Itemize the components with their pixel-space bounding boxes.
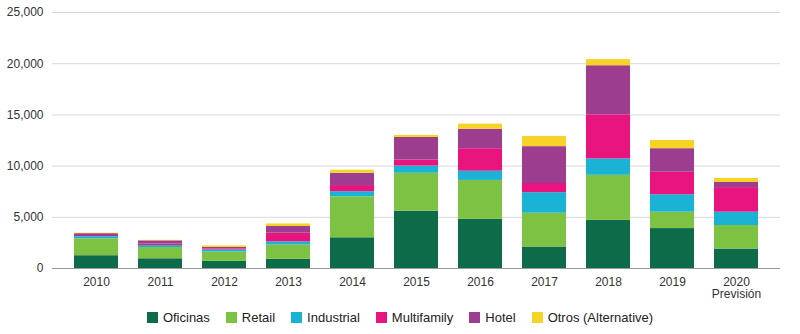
svg-text:10,000: 10,000 [7, 159, 44, 173]
html-text:Oficinas: Oficinas [162, 309, 210, 325]
svg-text:2012: 2012 [211, 275, 238, 289]
svg-text:2016: 2016 [467, 275, 494, 289]
svg-text:2018: 2018 [595, 275, 622, 289]
svg-text:2020Previsión: 2020Previsión [712, 275, 761, 301]
html-text:Retail: Retail [241, 309, 276, 325]
svg-text:20,000: 20,000 [7, 57, 44, 71]
svg-text:25,000: 25,000 [7, 5, 44, 19]
svg-text:2010: 2010 [83, 275, 110, 289]
svg-text:5,000: 5,000 [13, 210, 43, 224]
html-text:Multifamily: Multifamily [391, 309, 454, 325]
svg-text:2011: 2011 [148, 275, 174, 289]
svg-text:2013: 2013 [275, 275, 302, 289]
html-text:Hotel: Hotel [485, 309, 516, 325]
html-text:Otros (Alternative): Otros (Alternative) [547, 309, 654, 325]
svg-text:0: 0 [37, 261, 44, 275]
svg-text:2019: 2019 [659, 275, 686, 289]
svg-text:2014: 2014 [339, 275, 366, 289]
html-text:Industrial: Industrial [307, 309, 360, 325]
svg-text:15,000: 15,000 [7, 108, 44, 122]
svg-text:2017: 2017 [531, 275, 558, 289]
svg-text:2015: 2015 [403, 275, 430, 289]
